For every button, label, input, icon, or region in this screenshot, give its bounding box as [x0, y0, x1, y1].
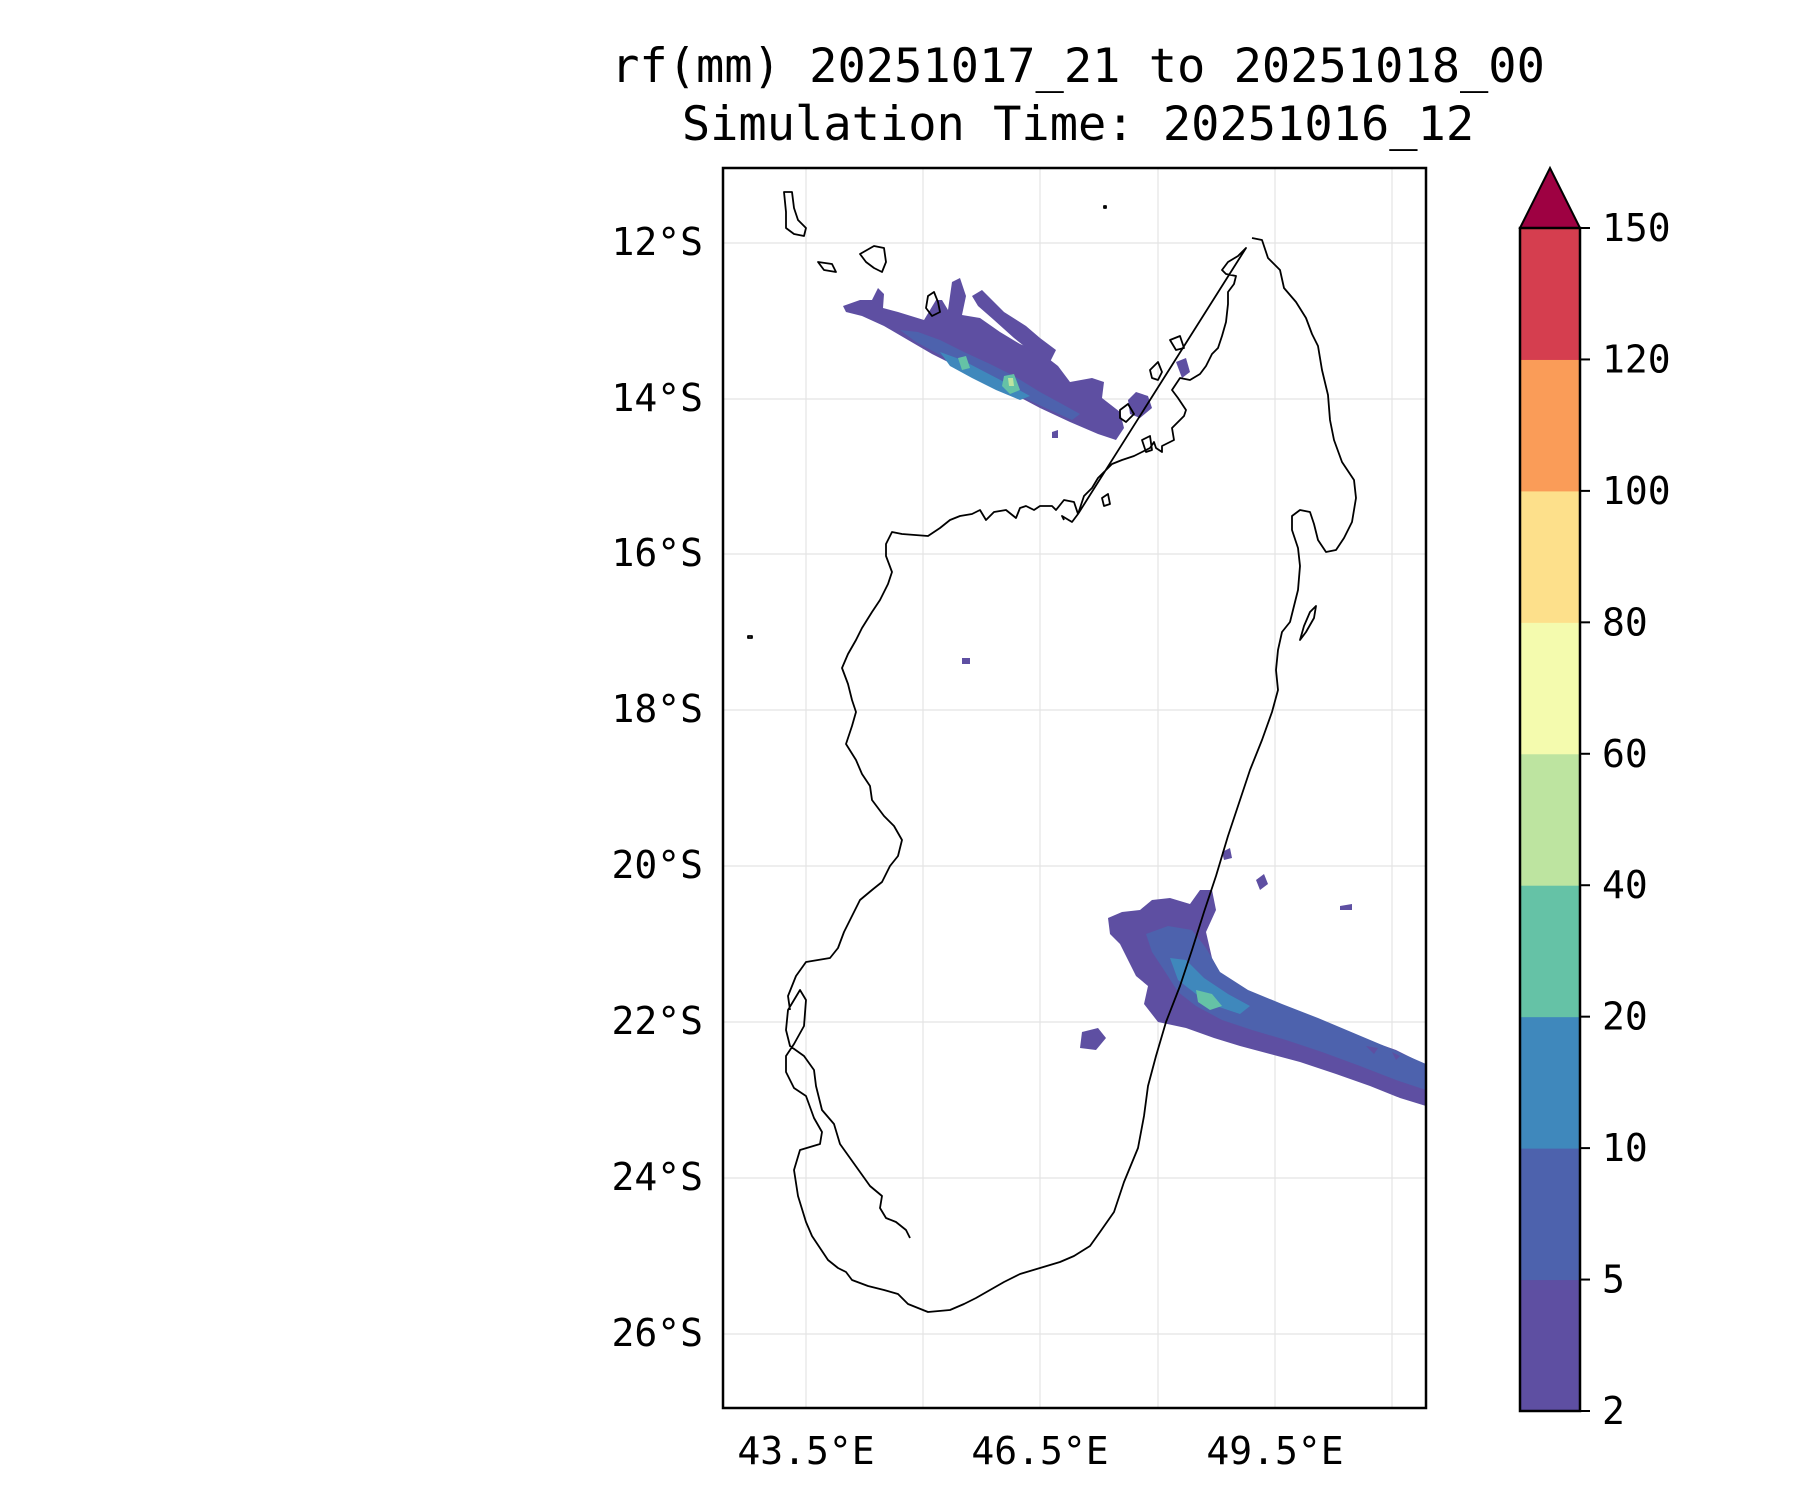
lat-tick-label: 14°S	[611, 376, 703, 420]
colorbar-tick-label: 10	[1602, 1126, 1648, 1170]
rain-contour-2-5	[1052, 430, 1058, 438]
lat-tick-label: 18°S	[611, 687, 703, 731]
colorbar-segment	[1520, 1148, 1580, 1281]
colorbar-tick-label: 40	[1602, 863, 1648, 907]
rain-contour-2-5	[972, 290, 1056, 362]
rain-contour-2-5	[962, 658, 970, 664]
rain-contour-2-5	[1366, 1046, 1378, 1054]
colorbar-tick-label: 80	[1602, 600, 1648, 644]
map-subtitle: Simulation Time: 20251016_12	[682, 97, 1474, 152]
colorbar-tick-label: 60	[1602, 732, 1648, 776]
rain-contour-10-20	[1170, 958, 1250, 1014]
colorbar-segment	[1520, 359, 1580, 492]
lat-tick-label: 20°S	[611, 843, 703, 887]
colorbar-segment	[1520, 753, 1580, 886]
colorbar-segment	[1520, 490, 1580, 623]
coastline-islet	[1149, 361, 1163, 381]
lon-tick-label: 46.5°E	[971, 1429, 1108, 1473]
colorbar: 2 5 10 20 40 60 80 100 120 150	[1518, 165, 1671, 1433]
map-title: rf(mm) 20251017_21 to 20251018_00	[611, 39, 1545, 94]
rain-contour-2-5	[1256, 874, 1268, 890]
lon-tick-label: 49.5°E	[1206, 1429, 1343, 1473]
coastlines	[747, 191, 1357, 1313]
colorbar-tick-label: 100	[1602, 469, 1671, 513]
coastline-islet	[925, 291, 941, 317]
rain-contour-20-40	[1196, 990, 1222, 1010]
rain-contour-2-5	[1128, 392, 1152, 418]
colorbar-segment	[1520, 885, 1580, 1018]
colorbar-extend-arrow	[1518, 165, 1582, 229]
rain-contour-2-5	[1392, 1052, 1400, 1060]
longitude-axis: 43.5°E 46.5°E 49.5°E	[737, 1429, 1343, 1473]
colorbar-tick-label: 2	[1602, 1389, 1625, 1433]
map-frame	[721, 166, 1428, 1410]
coastline-islet	[1119, 403, 1135, 423]
map-panel	[721, 166, 1428, 1410]
lat-tick-label: 24°S	[611, 1155, 703, 1199]
coastline-islet	[747, 635, 753, 639]
colorbar-segment	[1520, 228, 1580, 360]
rain-contour-2-5	[1222, 848, 1232, 860]
madagascar-coastline	[785, 237, 1357, 1313]
rainfall-band-southeast	[962, 658, 1426, 1106]
colorbar-frame	[1518, 226, 1582, 1413]
rain-contour-2-5	[1176, 358, 1190, 378]
rain-contour-2-5	[1080, 1028, 1106, 1050]
rainfall-band-northwest	[843, 278, 1190, 440]
colorbar-segment	[1520, 1279, 1580, 1412]
colorbar-tick-label: 150	[1602, 206, 1671, 250]
rainfall-fields	[747, 191, 1426, 1313]
coastline-islet	[817, 261, 837, 273]
latitude-axis: 12°S 14°S 16°S 18°S 20°S 22°S 24°S 26°S	[611, 220, 703, 1355]
coastline-islet	[783, 191, 807, 237]
coastline-islet	[859, 245, 887, 273]
colorbar-segment	[1520, 622, 1580, 755]
coastline-islet	[1101, 493, 1111, 507]
lon-tick-label: 43.5°E	[737, 1429, 874, 1473]
colorbar-tick-label: 120	[1602, 337, 1671, 381]
lat-tick-label: 16°S	[611, 531, 703, 575]
lat-tick-label: 22°S	[611, 999, 703, 1043]
lat-tick-label: 12°S	[611, 220, 703, 264]
colorbar-tick-label: 20	[1602, 995, 1648, 1039]
coastline-islet	[1299, 605, 1317, 641]
colorbar-tick-label: 5	[1602, 1258, 1625, 1302]
rain-contour-2-5	[1340, 904, 1352, 910]
coastline-islet	[1103, 205, 1107, 209]
rain-contour-5-10	[1146, 926, 1426, 1090]
lat-tick-label: 26°S	[611, 1311, 703, 1355]
coastline-islet	[1169, 335, 1185, 351]
map-background	[723, 168, 1426, 1408]
coastline-islet	[1141, 435, 1153, 453]
rain-contour-40-60	[1008, 378, 1014, 386]
rain-contour-20-40	[958, 356, 970, 370]
colorbar-segment	[1520, 1016, 1580, 1149]
